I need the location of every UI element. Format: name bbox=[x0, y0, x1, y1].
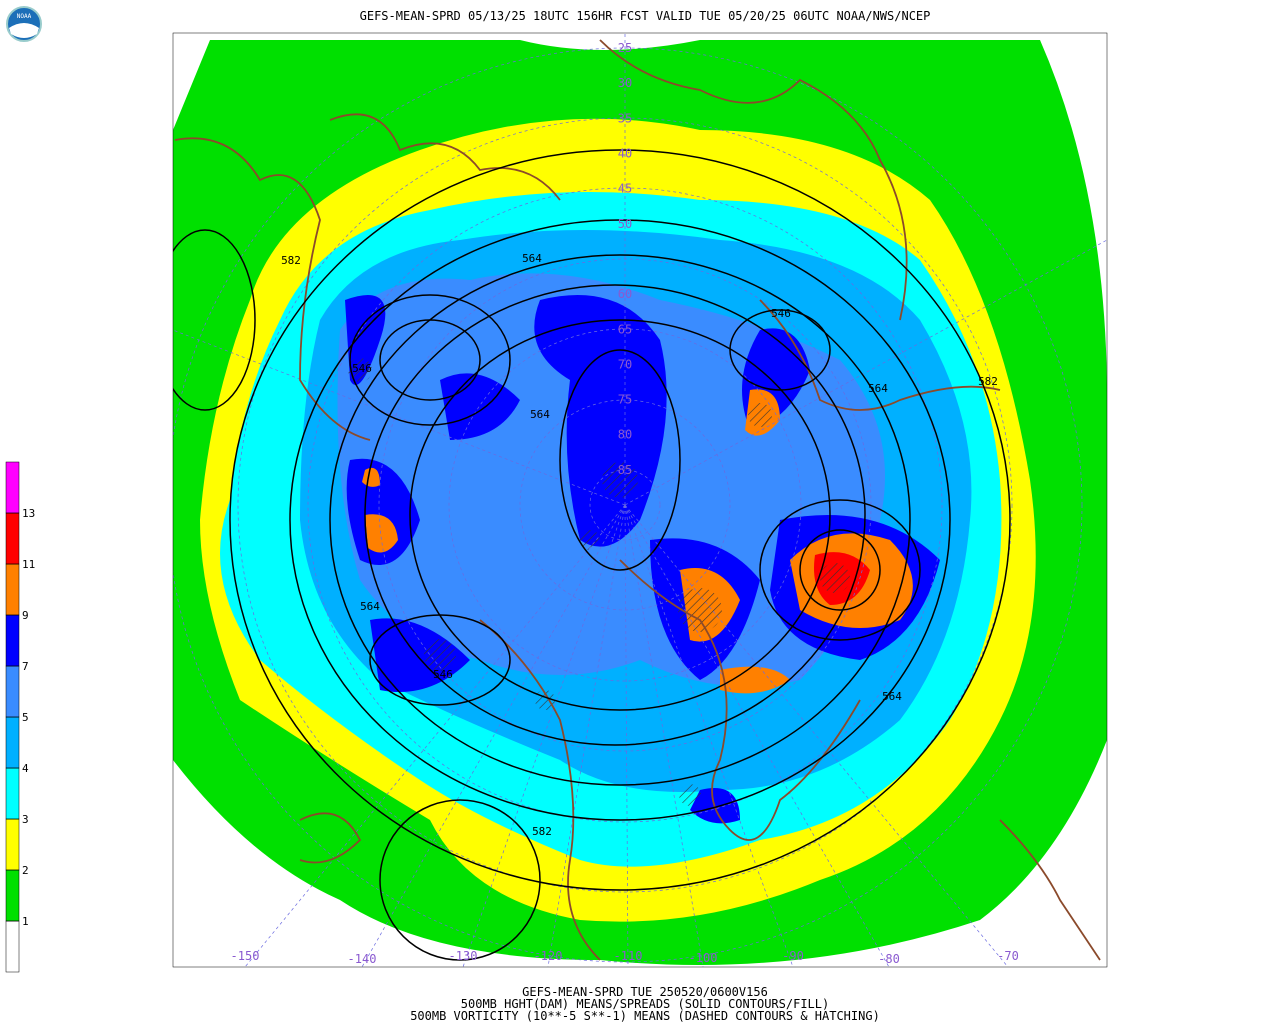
contour-label: 546 bbox=[433, 668, 453, 681]
vorticity-hatching bbox=[348, 358, 850, 806]
map bbox=[173, 33, 1107, 967]
lon-label: -110 bbox=[614, 949, 643, 963]
lat-label: 35 bbox=[618, 111, 632, 125]
colorbar-segment bbox=[5, 920, 20, 973]
colorbar-label: 13 bbox=[22, 507, 35, 520]
colorbar-segment bbox=[5, 869, 20, 922]
colorbar-label: 1 bbox=[22, 915, 29, 928]
colorbar-segment bbox=[5, 818, 20, 871]
footer-line: GEFS-MEAN-SPRD TUE 250520/0600V156 bbox=[522, 985, 768, 999]
colorbar-segment bbox=[5, 767, 20, 820]
contour-label: 546 bbox=[771, 307, 791, 320]
longitude-labels: -150 -140 -130 -120 -110 -100 -90 -80 -7… bbox=[231, 949, 1019, 966]
contour-label: 582 bbox=[281, 254, 301, 267]
lat-label: 75 bbox=[618, 393, 632, 407]
coastlines bbox=[174, 39, 1101, 961]
colorbar-label: 7 bbox=[22, 660, 29, 673]
lon-label: -80 bbox=[878, 952, 900, 966]
colorbar: 1 2 3 4 5 7 9 11 13 bbox=[5, 461, 35, 973]
colorbar-label: 2 bbox=[22, 864, 29, 877]
contour-label: 564 bbox=[882, 690, 902, 703]
colorbar-label: 11 bbox=[22, 558, 35, 571]
lon-label: -150 bbox=[231, 949, 260, 963]
colorbar-segment bbox=[5, 716, 20, 769]
contour-label: 564 bbox=[868, 382, 888, 395]
contour-label: 582 bbox=[532, 825, 552, 838]
colorbar-label: 5 bbox=[22, 711, 29, 724]
colorbar-segment bbox=[5, 512, 20, 565]
colorbar-segment bbox=[5, 665, 20, 718]
lat-label: 45 bbox=[618, 182, 632, 196]
lat-label: 65 bbox=[618, 322, 632, 336]
lat-label: 60 bbox=[618, 287, 632, 301]
height-contours bbox=[173, 149, 1011, 961]
contour-label: 564 bbox=[522, 252, 542, 265]
footer-line: 500MB VORTICITY (10**-5 S**-1) MEANS (DA… bbox=[410, 1009, 880, 1023]
contour-label: 546 bbox=[352, 362, 372, 375]
footer-line: 500MB HGHT(DAM) MEANS/SPREADS (SOLID CON… bbox=[461, 997, 829, 1011]
lat-label: 25 bbox=[618, 41, 632, 55]
colorbar-label: 4 bbox=[22, 762, 29, 775]
lon-label: -140 bbox=[348, 952, 377, 966]
lat-label: 50 bbox=[618, 217, 632, 231]
fill-7-9 bbox=[345, 295, 940, 824]
colorbar-segment bbox=[5, 614, 20, 667]
contour-labels: 582 564 546 564 582 546 564 546 564 582 … bbox=[281, 252, 998, 838]
lat-label: 80 bbox=[618, 428, 632, 442]
lon-label: -100 bbox=[689, 951, 718, 965]
logo: NOAA bbox=[6, 6, 42, 42]
colorbar-segment bbox=[5, 461, 20, 514]
contour-label: 564 bbox=[360, 600, 380, 613]
contour-label: 582 bbox=[978, 375, 998, 388]
lon-label: -130 bbox=[449, 949, 478, 963]
latitude-circles bbox=[173, 33, 1107, 967]
map-frame bbox=[172, 32, 1108, 968]
title: GEFS-MEAN-SPRD 05/13/25 18UTC 156HR FCST… bbox=[360, 9, 931, 23]
contour-label: 564 bbox=[530, 408, 550, 421]
colorbar-segment bbox=[5, 563, 20, 616]
lon-label: -70 bbox=[997, 949, 1019, 963]
lon-label: -90 bbox=[782, 949, 804, 963]
lat-label: 40 bbox=[618, 147, 632, 161]
latitude-labels: 25 30 35 40 45 50 60 65 70 75 80 85 bbox=[618, 41, 632, 477]
colorbar-label: 9 bbox=[22, 609, 29, 622]
lat-label: 85 bbox=[618, 463, 632, 477]
lat-label: 30 bbox=[618, 76, 632, 90]
lon-label: -120 bbox=[534, 949, 563, 963]
colorbar-label: 3 bbox=[22, 813, 29, 826]
logo-text: NOAA bbox=[17, 13, 32, 20]
lat-label: 70 bbox=[618, 357, 632, 371]
